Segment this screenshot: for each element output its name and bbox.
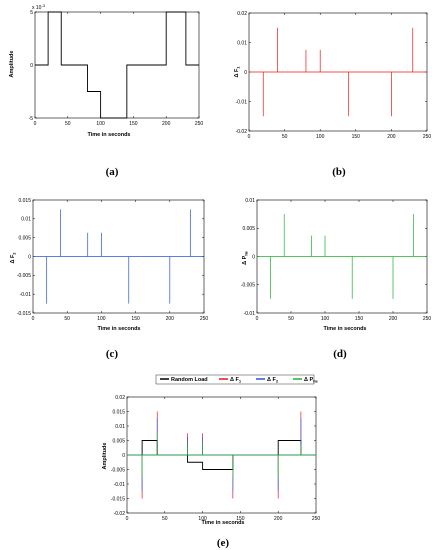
e-ytick-label: -0.01	[114, 482, 126, 488]
a-xtick-label: 150	[129, 121, 138, 127]
c-xtick-label: 50	[64, 316, 70, 322]
d-xtick-label: 100	[321, 316, 330, 322]
d-ytick-label: -0.005	[241, 283, 255, 289]
b-ytick-label: 0.02	[237, 11, 247, 17]
c-ytick-label: -0.015	[17, 311, 31, 317]
e-ytick-label: -0.015	[111, 496, 125, 502]
c-ylabel: Δ F2	[10, 252, 17, 264]
e-ytick-label: -0.02	[114, 511, 126, 517]
c-caption: (c)	[106, 348, 119, 360]
e-ytick-label: 0.015	[112, 409, 125, 415]
b-ytick-label: 0.01	[237, 40, 247, 46]
b-caption: (b)	[332, 166, 346, 178]
a-xtick-label: 50	[65, 121, 71, 127]
e-ytick-label: 0	[122, 453, 125, 459]
a-xlabel: Time in seconds	[88, 132, 131, 138]
d-caption: (d)	[333, 348, 347, 360]
c-xtick-label: 250	[200, 316, 209, 322]
d-ytick-label: 0.01	[245, 198, 255, 204]
c-ytick-label: -0.01	[20, 292, 32, 298]
c-ytick-label: -0.005	[17, 273, 31, 279]
a-xtick-label: 0	[34, 121, 37, 127]
e-xtick-label: 50	[162, 516, 168, 522]
panel-a: x 10-3 Amplitude Time in seconds (a) 0 50…	[9, 3, 203, 178]
e-xtick-label: 150	[236, 516, 245, 522]
b-xtick-label: 200	[387, 134, 396, 140]
e-ytick-label: 0.02	[115, 395, 125, 401]
a-ylabel: Amplitude	[9, 51, 15, 78]
e-xtick-label: 250	[312, 516, 321, 522]
c-xtick-label: 200	[166, 316, 175, 322]
panel-e: Amplitude Time in seconds (e) Random Loa…	[102, 374, 321, 549]
a-xtick-label: 200	[162, 121, 171, 127]
a-xtick-label: 100	[96, 121, 105, 127]
a-caption: (a)	[106, 166, 119, 178]
e-legend-label: Random Load	[171, 377, 208, 383]
b-ytick-label: -0.02	[236, 129, 248, 135]
d-xlabel: Time in seconds	[324, 326, 367, 332]
c-xtick-label: 100	[97, 316, 106, 322]
a-series-line	[35, 11, 199, 119]
d-ytick-label: -0.01	[244, 311, 256, 317]
d-xtick-label: 200	[389, 316, 398, 322]
d-xtick-label: 150	[355, 316, 364, 322]
d-ytick-label: 0.005	[242, 226, 255, 232]
b-xtick-label: 150	[352, 134, 361, 140]
e-xtick-label: 100	[198, 516, 207, 522]
b-xtick-label: 250	[423, 134, 432, 140]
a-xtick-label: 250	[195, 121, 204, 127]
b-ylabel: Δ F1	[234, 66, 241, 78]
c-xlabel: Time in seconds	[98, 326, 141, 332]
a-ytick-label: 0	[30, 63, 33, 69]
panel-b: Δ F1 (b) 0 50 100 150 200 250 -0.02 -0.01 0 0.01 0…	[234, 11, 431, 178]
b-ytick-label: 0	[244, 70, 247, 76]
d-xtick-label: 50	[288, 316, 294, 322]
e-series-line	[127, 440, 316, 470]
e-caption: (e)	[217, 537, 230, 549]
b-xtick-label: 50	[282, 134, 288, 140]
e-ylabel: Amplitude	[102, 443, 108, 470]
b-xtick-label: 100	[316, 134, 325, 140]
e-legend-label: Δ F2	[267, 377, 279, 384]
c-ytick-label: 0.005	[18, 235, 31, 241]
d-xtick-label: 250	[423, 316, 432, 322]
d-ytick-label: 0	[252, 254, 255, 260]
d-ylabel: Δ Ptie	[242, 250, 249, 265]
a-ytick-label: -5	[29, 116, 34, 122]
c-ytick-label: 0.015	[18, 198, 31, 204]
e-xlabel: Time in seconds	[202, 520, 245, 526]
e-ytick-label: 0.01	[115, 424, 125, 430]
e-xtick-label: 200	[274, 516, 283, 522]
b-xtick-label: 0	[248, 134, 251, 140]
a-exponent-label: x 10-3	[32, 3, 46, 11]
c-xtick-label: 150	[131, 316, 140, 322]
a-axes-frame	[34, 11, 200, 119]
c-ytick-label: 0	[28, 254, 31, 260]
c-xtick-label: 0	[32, 316, 35, 322]
e-xtick-label: 0	[126, 516, 129, 522]
e-legend-box	[155, 374, 315, 385]
panel-c: Δ F2 Time in seconds (c) 0 50 100 150 200 250…	[10, 198, 208, 360]
e-legend: Random Load Δ F1 Δ F2 Δ Ptie	[155, 374, 319, 385]
d-xtick-label: 0	[256, 316, 259, 322]
b-ytick-label: -0.01	[236, 99, 248, 105]
e-ytick-label: 0.005	[112, 438, 125, 444]
panel-d: Δ Ptie Time in seconds (d) 0 50 100 150 200 2…	[241, 198, 432, 360]
e-legend-label: Δ Ptie	[304, 377, 319, 384]
a-ytick-label: 5	[30, 10, 33, 16]
e-legend-label: Δ F1	[230, 377, 242, 384]
c-ytick-label: 0.01	[21, 217, 31, 223]
e-ytick-label: -0.005	[111, 467, 125, 473]
